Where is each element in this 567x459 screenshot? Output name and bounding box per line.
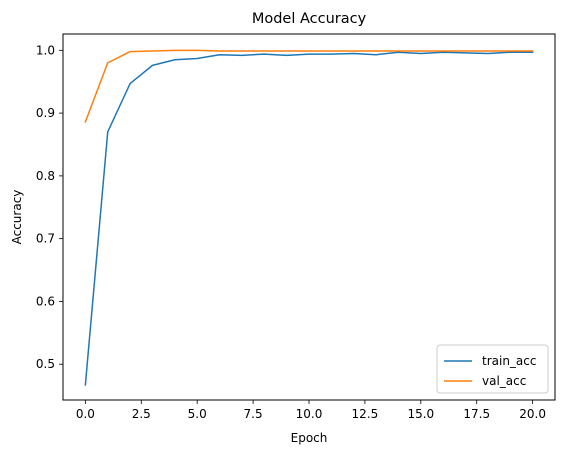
y-tick-label: 0.7	[36, 232, 55, 246]
y-tick-label: 0.5	[36, 357, 55, 371]
y-tick-label: 0.9	[36, 106, 55, 120]
x-tick-label: 15.0	[407, 407, 434, 421]
y-tick-label: 0.8	[36, 169, 55, 183]
x-axis-ticks: 0.0 2.5 5.0 7.5 10.0 12.5 15.0 17.5 20.0	[76, 400, 546, 421]
series-line-train-acc	[84, 51, 534, 386]
y-tick-label: 0.6	[36, 294, 55, 308]
series-lines	[84, 49, 534, 386]
y-axis-label: Accuracy	[10, 190, 24, 245]
x-tick-label: 10.0	[296, 407, 323, 421]
legend: train_acc val_acc	[436, 344, 549, 394]
legend-label-train-acc: train_acc	[482, 354, 536, 368]
y-tick-label: 1.0	[36, 43, 55, 57]
y-axis-ticks: 0.5 0.6 0.7 0.8 0.9 1.0	[36, 43, 63, 371]
chart-title: Model Accuracy	[252, 11, 367, 27]
x-tick-label: 17.5	[463, 407, 490, 421]
legend-label-val-acc: val_acc	[482, 374, 526, 388]
x-tick-label: 0.0	[76, 407, 95, 421]
x-tick-label: 7.5	[244, 407, 263, 421]
x-axis-label: Epoch	[291, 431, 328, 445]
x-tick-label: 20.0	[519, 407, 546, 421]
series-line-val-acc	[84, 49, 534, 123]
x-tick-label: 2.5	[132, 407, 151, 421]
x-tick-label: 12.5	[352, 407, 379, 421]
x-tick-label: 5.0	[188, 407, 207, 421]
